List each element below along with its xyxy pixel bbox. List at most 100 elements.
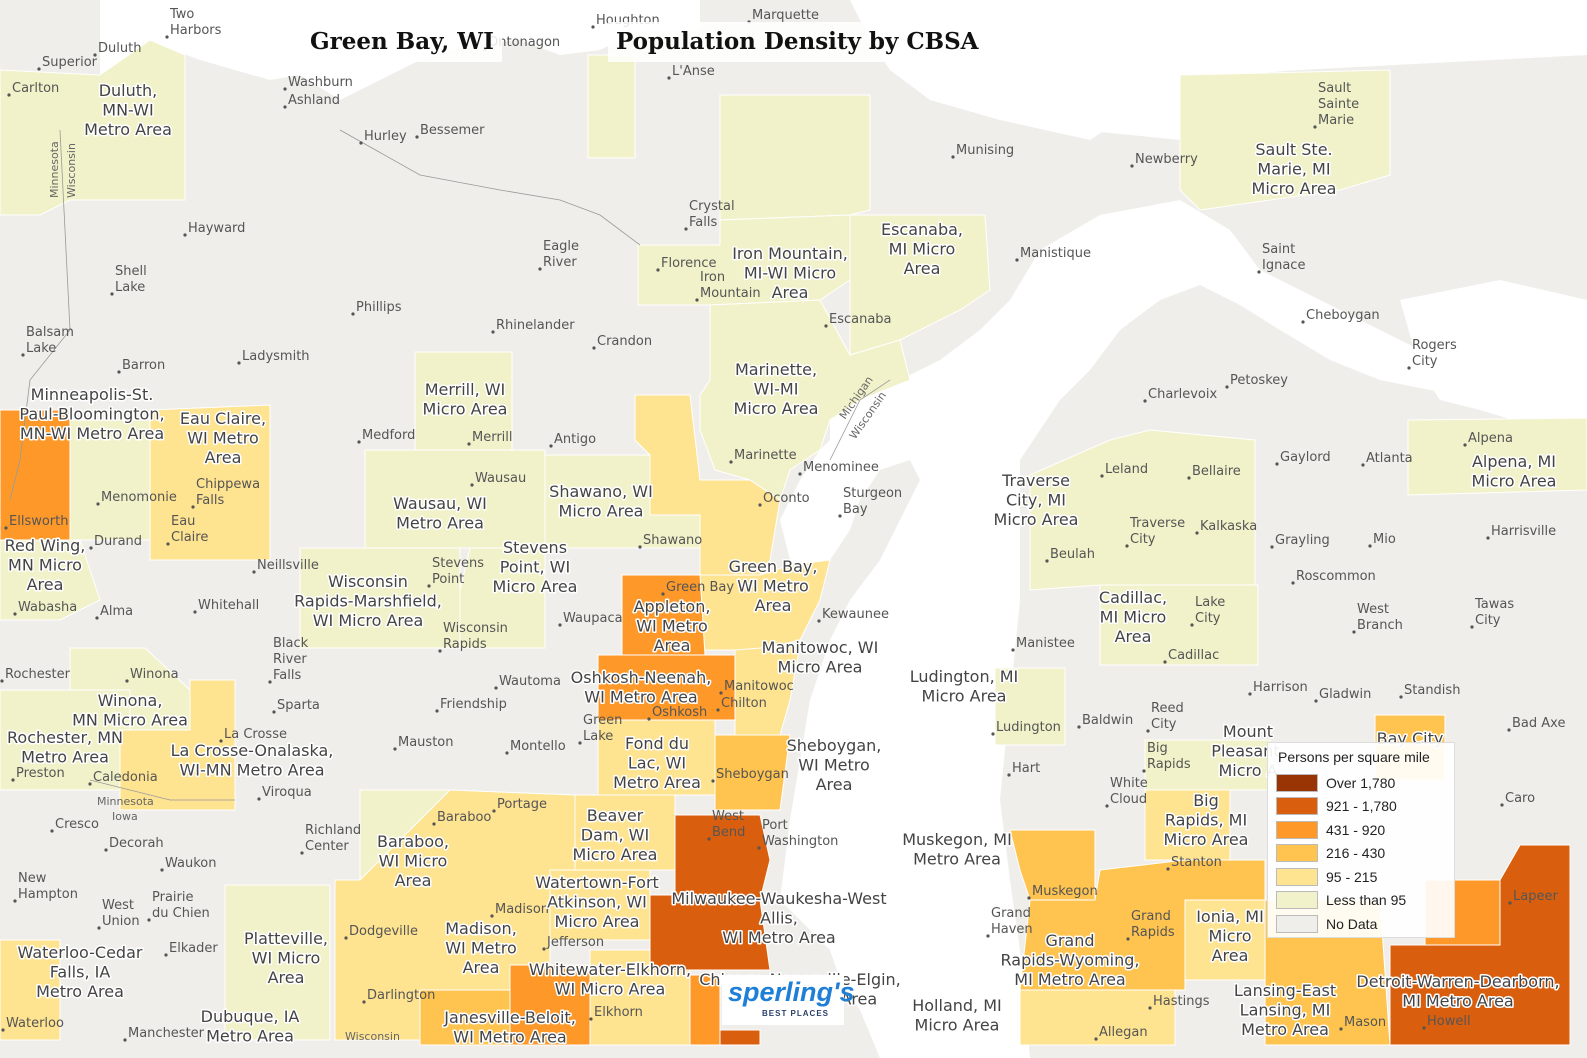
city-dot [1015, 258, 1019, 262]
city-dot [21, 353, 25, 357]
city-dot [1508, 901, 1512, 905]
cbsa-grand-rapids[interactable] [1019, 859, 1266, 991]
city-dot [1011, 648, 1015, 652]
city-dot [432, 822, 436, 826]
cbsa-traverse[interactable] [1029, 429, 1256, 591]
cbsa-platteville[interactable] [224, 884, 331, 1041]
cbsa-green-bay[interactable] [699, 559, 831, 651]
city-dot [838, 514, 842, 518]
city-label: West Branch [1357, 602, 1403, 633]
city-label: Wisconsin Rapids [443, 621, 508, 652]
cbsa-ludington[interactable] [994, 667, 1066, 746]
city-dot [661, 592, 665, 596]
cbsa-wisconsin-rapids[interactable] [299, 547, 461, 649]
city-dot [0, 679, 4, 683]
city-dot [1190, 623, 1194, 627]
city-dot [1507, 728, 1511, 732]
city-dot [1257, 270, 1261, 274]
lake-huron [1400, 280, 1587, 430]
city-label: Ashland [288, 93, 340, 108]
city-dot [415, 135, 419, 139]
cbsa-chicago[interactable] [719, 1029, 761, 1046]
green-bay-water [780, 380, 905, 600]
city-dot [117, 370, 121, 374]
cbsa-sheboygan[interactable] [714, 734, 791, 811]
city-label: Sparta [277, 698, 320, 713]
cbsa-sault[interactable] [1179, 69, 1391, 211]
cbsa-label-minneapolis: Minneapolis-St. Paul-Bloomington, MN-WI … [19, 385, 164, 443]
cbsa-marinette[interactable] [699, 299, 911, 501]
city-dot [1125, 544, 1129, 548]
cbsa-oshkosh[interactable] [597, 654, 736, 721]
city-dot [824, 324, 828, 328]
cbsa-eau-claire[interactable] [149, 404, 271, 561]
city-dot [359, 141, 363, 145]
city-label: Manchester [128, 1026, 205, 1041]
city-label: La Crosse [224, 727, 287, 742]
legend-swatch [1276, 797, 1318, 816]
legend-item: 921 - 1,780 [1276, 795, 1446, 819]
city-dot [589, 1017, 593, 1021]
svg-text:Iowa: Iowa [112, 810, 138, 823]
cbsa-detroit[interactable] [1389, 844, 1571, 1046]
city-label: Ludington [996, 720, 1061, 735]
city-label: Elkhorn [594, 1005, 643, 1020]
city-label: Newberry [1135, 152, 1198, 167]
city-dot [1148, 1006, 1152, 1010]
svg-text:Minnesota: Minnesota [97, 795, 154, 808]
city-dot [88, 782, 92, 786]
cbsa-cadillac[interactable] [1099, 584, 1259, 666]
cbsa-label-waterloo: Waterloo-Cedar Falls, IA Metro AreaWater… [18, 943, 143, 1001]
city-label: Marquette [752, 8, 819, 23]
legend-swatch [1276, 844, 1318, 863]
cbsa-milwaukee[interactable] [649, 814, 771, 971]
city-dot [110, 292, 114, 296]
cbsa-216-430 [419, 714, 1446, 1046]
cbsa-duluth[interactable] [0, 39, 186, 216]
city-dot [268, 680, 272, 684]
city-label: Decorah [109, 836, 164, 851]
city-dot [491, 330, 495, 334]
city-label: New Hampton [18, 871, 78, 902]
city-dot [1291, 581, 1295, 585]
city-dot [191, 505, 195, 509]
city-dot [647, 717, 651, 721]
city-label: Saint Ignace [1262, 242, 1305, 273]
legend-item: 95 - 215 [1276, 865, 1446, 889]
cbsa-manitowoc[interactable] [734, 644, 801, 736]
cbsa-minneapolis[interactable] [0, 409, 71, 541]
city-label: Kalkaska [1200, 519, 1257, 534]
city-label: Oshkosh [652, 705, 707, 720]
cbsa-allegan[interactable] [1019, 989, 1176, 1046]
city-dot [991, 732, 995, 736]
city-dot [470, 483, 474, 487]
city-label: Tawas City [1474, 597, 1514, 628]
city-label: Escanaba [829, 312, 892, 327]
city-dot [558, 623, 562, 627]
city-label: Medford [362, 428, 415, 443]
cbsa-alpena[interactable] [1407, 417, 1587, 496]
cbsa-stevens-point[interactable] [459, 547, 546, 649]
city-dot [272, 710, 276, 714]
cbsa-marquette[interactable] [719, 94, 871, 221]
city-label: Darlington [367, 988, 435, 1003]
sperlings-logo[interactable]: sperling's BEST PLACES [722, 975, 854, 1025]
city-dot [393, 747, 397, 751]
cbsa-houghton[interactable] [587, 54, 636, 159]
city-label: Cadillac [1168, 648, 1219, 663]
cbsa-la-crosse[interactable] [119, 679, 236, 811]
city-dot [104, 848, 108, 852]
cbsa-janesville-core[interactable] [509, 964, 591, 1046]
cbsa-waterloo[interactable] [0, 939, 61, 1041]
city-dot [125, 679, 129, 683]
